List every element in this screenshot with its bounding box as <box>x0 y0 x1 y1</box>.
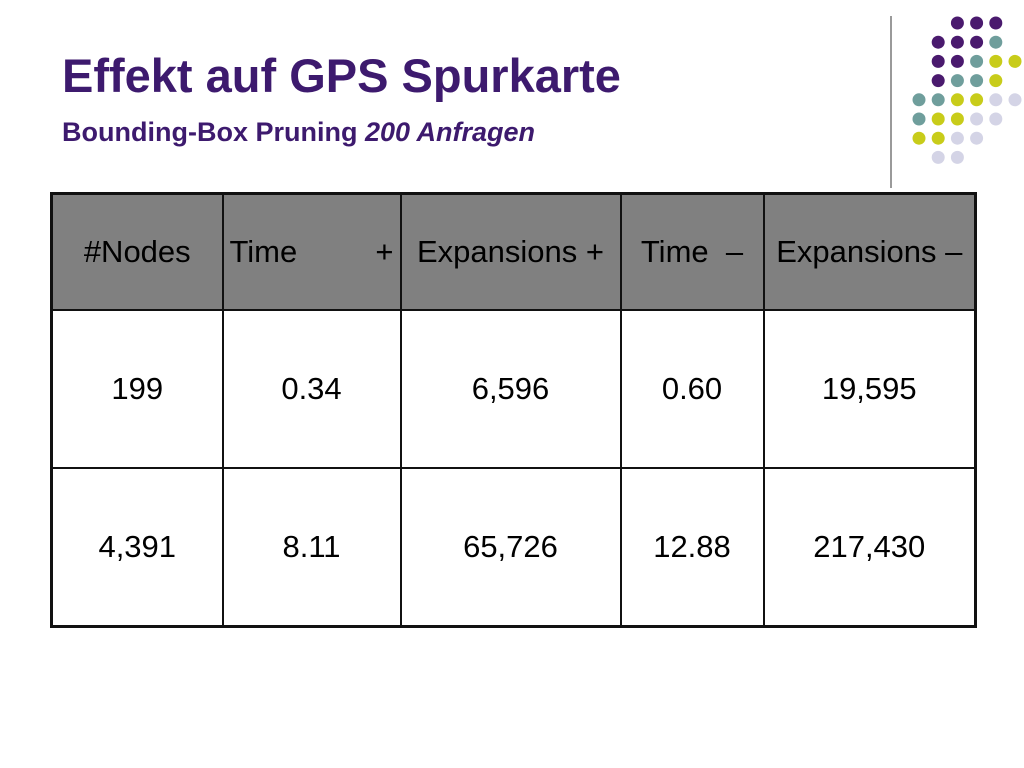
decorative-dot <box>970 74 984 88</box>
table-row: 199 0.34 6,596 0.60 19,595 <box>50 309 977 469</box>
decorative-dot <box>989 74 1003 88</box>
decorative-dot <box>912 93 926 107</box>
decorative-dot <box>970 16 984 30</box>
decorative-dot <box>950 150 964 164</box>
slide-subtitle: Bounding-Box Pruning 200 Anfragen <box>62 114 535 150</box>
decorative-dot <box>970 131 984 145</box>
subtitle-main: Bounding-Box Pruning <box>62 117 365 147</box>
decorative-dot <box>989 35 1003 49</box>
decorative-dot <box>931 54 945 68</box>
table-header-row: #Nodes Time + Expansions + Time – Expans… <box>50 192 977 311</box>
decorative-dot <box>970 35 984 49</box>
decorative-dot <box>931 112 945 126</box>
decorative-dot <box>950 35 964 49</box>
decorative-dot <box>970 93 984 107</box>
decorative-dot <box>989 16 1003 30</box>
decorative-dot <box>970 112 984 126</box>
decorative-dot <box>950 112 964 126</box>
decorative-dot <box>950 131 964 145</box>
table-cell: 19,595 <box>762 309 977 469</box>
decorative-dot <box>950 16 964 30</box>
header-nodes: #Nodes <box>50 192 224 311</box>
decorative-dot <box>931 150 945 164</box>
decorative-dot <box>931 93 945 107</box>
header-expansions-plus: Expansions + <box>399 192 622 311</box>
header-divider <box>890 16 892 188</box>
header-time-plus: Time + <box>221 192 402 311</box>
header-time-plus-label: Time <box>229 234 298 269</box>
decorative-dot <box>989 54 1003 68</box>
decorative-dot <box>912 131 926 145</box>
table-cell: 0.60 <box>619 309 765 469</box>
decorative-dot <box>989 112 1003 126</box>
decorative-dot <box>1008 93 1022 107</box>
table-cell: 12.88 <box>619 467 765 628</box>
decorative-dot <box>970 54 984 68</box>
subtitle-italic: 200 Anfragen <box>364 117 536 147</box>
results-table: #Nodes Time + Expansions + Time – Expans… <box>50 192 977 628</box>
decorative-dot-grid <box>912 16 1022 164</box>
header-time-plus-sign: + <box>375 234 394 269</box>
table-cell: 0.34 <box>221 309 402 469</box>
table-cell: 6,596 <box>399 309 622 469</box>
header-time-minus: Time – <box>619 192 765 311</box>
header-expansions-minus: Expansions – <box>762 192 977 311</box>
decorative-dot <box>912 112 926 126</box>
decorative-dot <box>931 35 945 49</box>
decorative-dot <box>950 54 964 68</box>
decorative-dot <box>931 74 945 88</box>
decorative-dot <box>989 93 1003 107</box>
decorative-dot <box>950 74 964 88</box>
table-cell: 4,391 <box>50 467 224 628</box>
table-cell: 65,726 <box>399 467 622 628</box>
decorative-dot <box>950 93 964 107</box>
decorative-dot <box>1008 54 1022 68</box>
table-cell: 199 <box>50 309 224 469</box>
decorative-dot <box>931 131 945 145</box>
slide-title: Effekt auf GPS Spurkarte <box>62 49 621 102</box>
table-cell: 217,430 <box>762 467 977 628</box>
table-cell: 8.11 <box>221 467 402 628</box>
table-row: 4,391 8.11 65,726 12.88 217,430 <box>50 467 977 628</box>
